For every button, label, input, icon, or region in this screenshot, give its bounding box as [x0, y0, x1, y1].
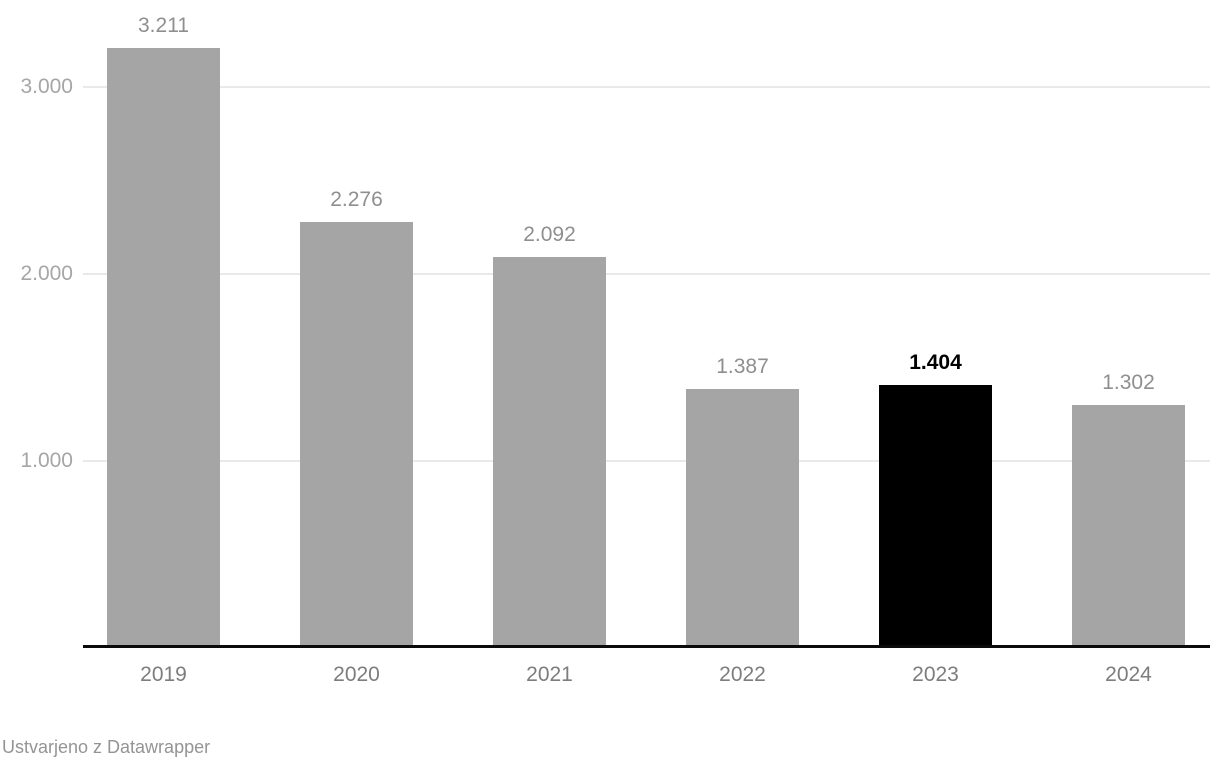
- x-tick-label-2019: 2019: [140, 663, 187, 686]
- gridline-1.000: [83, 460, 1210, 462]
- gridline-3.000: [83, 86, 1210, 88]
- value-label-2019: 3.211: [138, 14, 189, 37]
- y-tick-label-3.000: 3.000: [20, 75, 73, 98]
- gridline-2.000: [83, 273, 1210, 275]
- value-label-2024: 1.302: [1102, 371, 1155, 394]
- value-label-2023: 1.404: [909, 351, 962, 374]
- value-label-2021: 2.092: [523, 223, 576, 246]
- bar-2024[interactable]: [1072, 405, 1185, 648]
- x-tick-label-2020: 2020: [333, 663, 380, 686]
- bar-2022[interactable]: [686, 389, 799, 648]
- x-tick-label-2023: 2023: [912, 663, 959, 686]
- bar-2023[interactable]: [879, 385, 992, 648]
- x-tick-label-2022: 2022: [719, 663, 766, 686]
- bar-2019[interactable]: [107, 48, 220, 648]
- value-label-2020: 2.276: [330, 188, 383, 211]
- bar-2021[interactable]: [493, 257, 606, 648]
- x-axis-line: [83, 645, 1210, 648]
- y-tick-label-1.000: 1.000: [20, 449, 73, 472]
- x-tick-label-2021: 2021: [526, 663, 573, 686]
- value-label-2022: 1.387: [716, 355, 769, 378]
- x-tick-label-2024: 2024: [1105, 663, 1152, 686]
- y-tick-label-2.000: 2.000: [20, 262, 73, 285]
- attribution-link[interactable]: Ustvarjeno z Datawrapper: [2, 737, 211, 757]
- bar-2020[interactable]: [300, 222, 413, 648]
